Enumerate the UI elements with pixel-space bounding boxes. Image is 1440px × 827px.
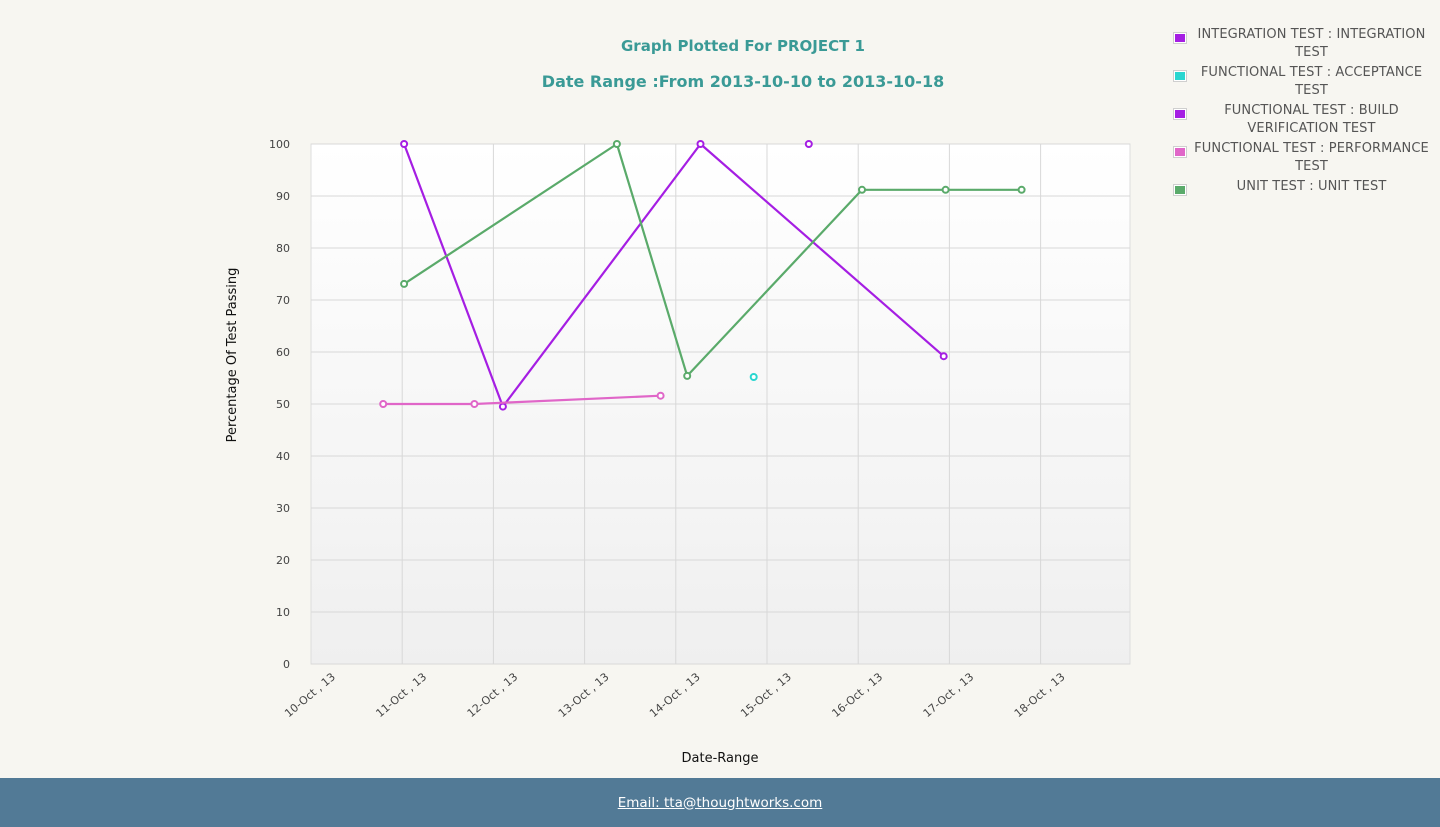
data-point: [379, 400, 388, 408]
series-line-1: [403, 142, 945, 408]
legend-swatch: [1173, 32, 1187, 44]
legend-swatch: [1173, 108, 1187, 120]
legend-label: UNIT TEST : UNIT TEST: [1236, 179, 1387, 194]
chart-legend: INTEGRATION TEST : INTEGRATION TEST FUNC…: [1170, 26, 1436, 200]
data-point: [804, 140, 813, 148]
legend-label: FUNCTIONAL TEST : PERFORMANCE TEST: [1194, 141, 1429, 174]
legend-item-unit-test[interactable]: UNIT TEST : UNIT TEST: [1170, 178, 1436, 198]
x-tick-label: 13-Oct , 13: [556, 670, 612, 720]
legend-item-performance-test[interactable]: FUNCTIONAL TEST : PERFORMANCE TEST: [1170, 140, 1436, 176]
data-point: [696, 140, 705, 148]
x-tick-label: 15-Oct , 13: [738, 670, 794, 720]
y-tick-label: 40: [276, 450, 290, 463]
data-point: [400, 279, 409, 288]
x-tick-label: 12-Oct , 13: [465, 670, 521, 720]
y-tick-label: 20: [276, 554, 290, 567]
y-tick-label: 0: [283, 658, 290, 671]
y-tick-label: 30: [276, 502, 290, 515]
line-chart: 0 10 20 30 40 50 60 70 80 90 100 10-Oct , 13 11-Oct …: [225, 138, 1131, 766]
chart-subtitle: Date Range :From 2013-10-10 to 2013-10-1…: [541, 72, 945, 91]
chart-title: Graph Plotted For PROJECT 1: [621, 37, 865, 55]
y-tick-label: 60: [276, 346, 290, 359]
legend-label: FUNCTIONAL TEST : ACCEPTANCE TEST: [1200, 65, 1423, 98]
y-tick-label: 50: [276, 398, 290, 411]
legend-swatch: [1173, 70, 1187, 82]
data-point: [749, 373, 758, 381]
legend-item-build-verification-test[interactable]: FUNCTIONAL TEST : BUILD VERIFICATION TES…: [1170, 102, 1436, 138]
y-axis-label: Percentage Of Test Passing: [225, 268, 240, 443]
x-tick-label: 17-Oct , 13: [921, 670, 977, 720]
x-tick-label: 11-Oct , 13: [373, 670, 429, 720]
x-tick-label: 14-Oct , 13: [647, 670, 703, 720]
y-tick-label: 100: [269, 138, 290, 151]
data-point: [470, 400, 479, 408]
x-axis-label: Date-Range: [682, 751, 759, 766]
chart-titles: Graph Plotted For PROJECT 1 Date Range :…: [470, 36, 1016, 91]
legend-label: INTEGRATION TEST : INTEGRATION TEST: [1197, 27, 1426, 60]
legend-swatch: [1173, 184, 1187, 196]
data-point: [941, 185, 950, 194]
y-tick-label: 80: [276, 242, 290, 255]
y-tick-label: 90: [276, 190, 290, 203]
x-tick-label: 18-Oct , 13: [1012, 670, 1068, 720]
legend-label: FUNCTIONAL TEST : BUILD VERIFICATION TES…: [1224, 103, 1399, 136]
data-point: [1017, 185, 1026, 194]
legend-item-acceptance-test[interactable]: FUNCTIONAL TEST : ACCEPTANCE TEST: [1170, 64, 1436, 100]
series-line-5: [403, 142, 1022, 377]
data-point: [612, 140, 621, 148]
data-point: [939, 352, 948, 361]
email-link[interactable]: Email: tta@thoughtworks.com: [617, 794, 823, 811]
y-tick-label: 10: [276, 606, 290, 619]
y-tick-label: 70: [276, 294, 290, 307]
data-point: [656, 391, 665, 400]
data-point: [683, 371, 692, 380]
legend-item-integration-test[interactable]: INTEGRATION TEST : INTEGRATION TEST: [1170, 26, 1436, 62]
x-tick-label: 10-Oct , 13: [282, 670, 338, 720]
x-tick-label: 16-Oct , 13: [829, 670, 885, 720]
data-point: [498, 402, 507, 411]
legend-swatch: [1173, 146, 1187, 158]
data-point: [400, 140, 409, 148]
data-point: [858, 185, 866, 194]
footer-bar: Email: tta@thoughtworks.com: [0, 778, 1440, 827]
